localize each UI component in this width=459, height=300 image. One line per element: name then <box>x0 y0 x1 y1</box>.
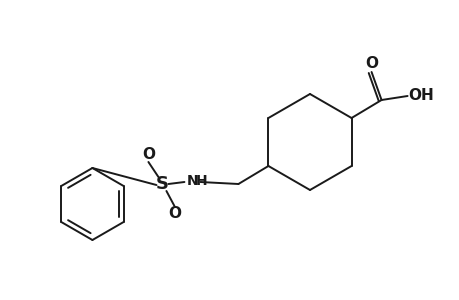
Text: O: O <box>142 146 155 161</box>
Text: H: H <box>195 174 207 188</box>
Text: O: O <box>168 206 180 221</box>
Text: O: O <box>364 56 377 70</box>
Text: N: N <box>186 174 198 188</box>
Text: S: S <box>156 175 168 193</box>
Text: OH: OH <box>408 88 433 103</box>
